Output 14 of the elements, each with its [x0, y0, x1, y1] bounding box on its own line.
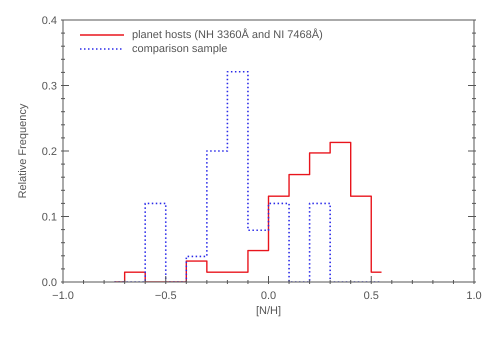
y-axis-title: Relative Frequency	[16, 103, 29, 198]
x-tick-label: 1.0	[466, 290, 482, 302]
x-tick-label: −0.5	[154, 290, 177, 302]
y-tick-label: 0.1	[42, 212, 57, 224]
y-tick-label: 0.0	[42, 277, 57, 289]
y-tick-label: 0.2	[42, 146, 57, 158]
y-tick-label: 0.3	[42, 80, 57, 92]
x-tick-label: 0.5	[364, 290, 379, 302]
x-tick-label: −1.0	[52, 290, 74, 302]
legend-label: planet hosts (NH 3360Å and NI 7468Å)	[132, 29, 323, 41]
x-axis-title: [N/H]	[256, 305, 282, 317]
y-tick-label: 0.4	[42, 15, 57, 27]
x-tick-label: 0.0	[260, 290, 276, 302]
legend-label: comparison sample	[132, 43, 228, 55]
